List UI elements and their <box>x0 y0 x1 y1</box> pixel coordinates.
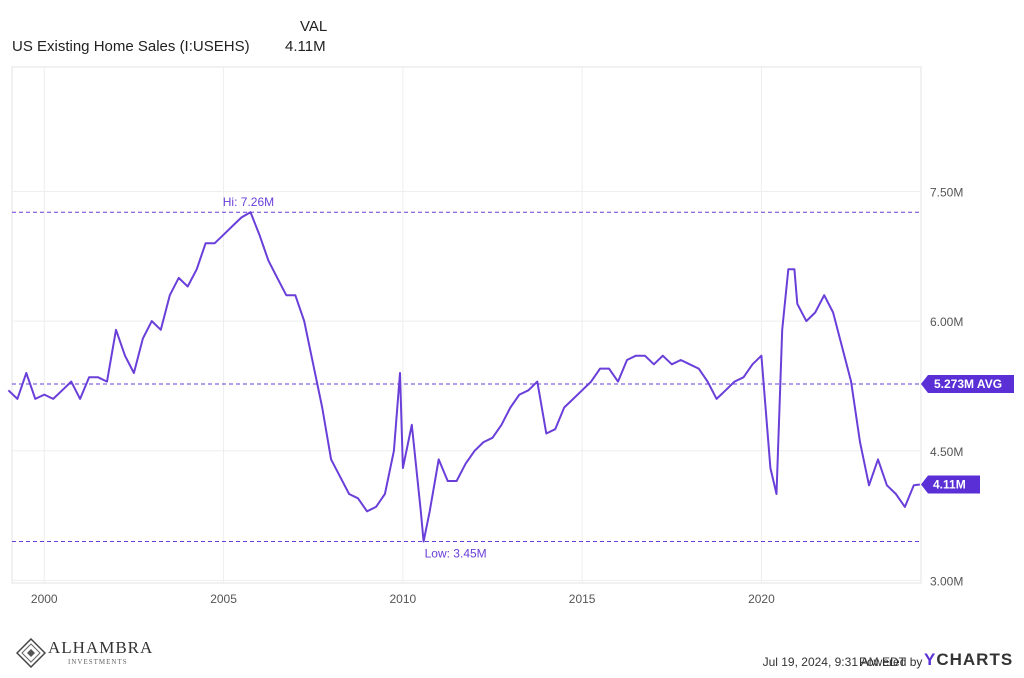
y-tick-label: 7.50M <box>930 185 963 199</box>
high-label: Hi: 7.26M <box>223 195 274 209</box>
series-latest-value: 4.11M <box>285 38 326 55</box>
average-tag <box>921 374 1014 393</box>
y-tick-label: 6.00M <box>930 315 963 329</box>
diamond-logo-icon <box>16 638 46 668</box>
plot-frame <box>11 66 922 584</box>
last-value-tag-label: 4.11M <box>933 477 966 491</box>
powered-by-label: Powered by <box>859 655 923 669</box>
x-tick-label: 2000 <box>31 592 58 606</box>
series-name[interactable]: US Existing Home Sales (I:USEHS) <box>12 38 250 55</box>
x-tick-label: 2015 <box>569 592 596 606</box>
series-line <box>7 211 921 543</box>
ycharts-logo[interactable]: YCHARTS <box>924 650 1013 670</box>
y-tick-label: 4.50M <box>930 445 963 459</box>
average-tag-label: 5.273M AVG <box>934 377 1002 391</box>
last-value-tag <box>921 475 980 494</box>
x-tick-label: 2010 <box>390 592 417 606</box>
timestamp: Jul 19, 2024, 9:31 AM EDT <box>762 655 906 669</box>
low-label: Low: 3.45M <box>425 547 487 561</box>
y-tick-label: 3.00M <box>930 574 963 588</box>
ycharts-logo-y: Y <box>924 650 937 669</box>
alhambra-logo: ALHAMBRA INVESTMENTS <box>16 636 156 672</box>
x-tick-label: 2005 <box>210 592 237 606</box>
ycharts-logo-text: CHARTS <box>936 650 1014 669</box>
logo-name: ALHAMBRA <box>48 638 154 657</box>
legend-header: VAL <box>300 18 328 35</box>
logo-tagline: INVESTMENTS <box>68 658 128 666</box>
x-tick-label: 2020 <box>748 592 775 606</box>
